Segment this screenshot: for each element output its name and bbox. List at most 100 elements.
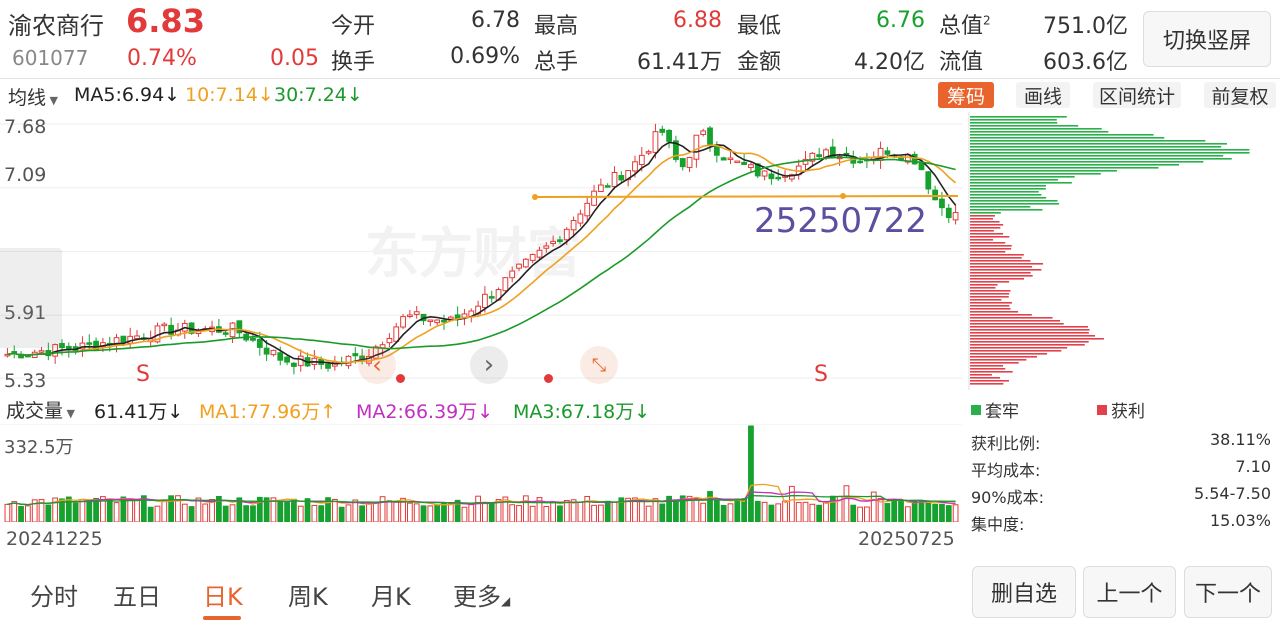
- amount-value: 4.20亿: [854, 50, 925, 75]
- tab-intraday[interactable]: 分时: [30, 583, 78, 611]
- ma-selector[interactable]: 均线 ▼: [8, 87, 58, 109]
- volume-bar: [666, 495, 672, 522]
- event-dot[interactable]: [396, 374, 405, 383]
- volume-bar: [127, 498, 134, 522]
- volume-bar: [154, 505, 161, 522]
- chip-bar: [970, 365, 1004, 367]
- sell-marker[interactable]: S: [136, 362, 150, 387]
- chip-bar: [970, 290, 1011, 292]
- volume-bar: [877, 497, 884, 522]
- volume-bar: [591, 504, 597, 522]
- volume-bar: [939, 503, 945, 522]
- remove-watchlist-button[interactable]: 删自选: [972, 566, 1076, 618]
- previous-stock-button[interactable]: 上一个: [1083, 566, 1176, 618]
- volume-bar: [632, 497, 638, 522]
- chip-bar: [970, 317, 1053, 319]
- volume-bar: [775, 503, 782, 522]
- chip-distribution-chart: [968, 112, 1250, 390]
- volume-bar: [24, 505, 31, 522]
- chip-distribution-button[interactable]: 筹码: [938, 82, 994, 108]
- next-stock-button[interactable]: 下一个: [1184, 566, 1272, 618]
- date-start: 20241225: [6, 528, 103, 550]
- candle: [618, 171, 625, 184]
- candle: [509, 266, 516, 283]
- volume-chart[interactable]: [0, 424, 962, 522]
- forward-adjust-button[interactable]: 前复权: [1204, 82, 1276, 108]
- chip-bar: [970, 236, 1010, 238]
- candle: [761, 170, 768, 181]
- candle: [522, 258, 529, 269]
- chip-bar: [970, 182, 1072, 184]
- volume-bar: [79, 499, 86, 522]
- volume-bar: [406, 502, 413, 522]
- chip-bar: [970, 125, 1079, 127]
- candle: [604, 183, 611, 188]
- volume-bar: [263, 497, 270, 522]
- chevron-left-icon[interactable]: ‹: [358, 346, 396, 384]
- candle: [434, 319, 441, 326]
- chip-bar: [970, 257, 1022, 259]
- switch-portrait-button[interactable]: 切换竖屏: [1143, 11, 1271, 67]
- chevron-right-icon[interactable]: ›: [470, 346, 508, 384]
- volume-bar: [516, 505, 522, 522]
- kline-chart[interactable]: 东方财富 25250722: [0, 112, 962, 390]
- volume-bar: [475, 495, 481, 522]
- candle: [611, 166, 618, 190]
- volume-bar: [113, 502, 120, 522]
- stat-row: 集中度: 15.03%: [971, 511, 1271, 534]
- range-stats-button[interactable]: 区间统计: [1093, 82, 1181, 108]
- tab-daily-k[interactable]: 日K: [203, 583, 243, 611]
- volume-bar: [65, 496, 72, 522]
- volume-bar: [864, 506, 870, 522]
- volume-bar: [168, 495, 175, 522]
- tab-weekly-k[interactable]: 周K: [288, 583, 328, 611]
- sell-marker-2[interactable]: S: [814, 362, 828, 387]
- volume-bar: [918, 500, 925, 522]
- volume-bar: [645, 505, 652, 522]
- chip-bar: [970, 380, 1009, 382]
- tab-five-day[interactable]: 五日: [113, 583, 161, 611]
- volume-bar: [529, 505, 536, 522]
- volume-bar: [911, 501, 918, 522]
- chip-bar: [970, 134, 1154, 136]
- chip-bar: [970, 152, 1250, 154]
- collapse-icon[interactable]: ⤡: [580, 346, 618, 384]
- candle: [393, 322, 400, 343]
- candle: [291, 361, 297, 375]
- volume-bar: [345, 504, 352, 522]
- volume-bar: [673, 499, 679, 522]
- support-line-handle-mid: [840, 193, 846, 199]
- ma5-line: [7, 141, 957, 365]
- volume-bar: [311, 504, 318, 522]
- volume-bar: [45, 504, 52, 522]
- volume-bar: [945, 505, 952, 522]
- candle: [488, 290, 495, 303]
- candle: [325, 362, 331, 372]
- volume-indicator-selector[interactable]: 成交量 ▼: [6, 400, 75, 422]
- price-tick-low: 5.33: [4, 370, 47, 392]
- stat-row: 获利比例: 38.11%: [971, 430, 1271, 453]
- tab-more[interactable]: 更多◢: [453, 583, 511, 611]
- volume-bar: [509, 504, 516, 522]
- chip-bar: [970, 122, 1058, 124]
- chip-bar: [970, 242, 1006, 244]
- draw-line-button[interactable]: 画线: [1016, 82, 1070, 108]
- scroll-handle[interactable]: [0, 248, 62, 348]
- float-cap-label: 流值: [939, 50, 984, 75]
- volume-bar: [522, 495, 529, 522]
- volume-bar: [270, 497, 277, 522]
- chart-annotation: 25250722: [754, 201, 927, 241]
- candle: [222, 330, 229, 338]
- chip-bar: [970, 161, 1204, 163]
- candle: [679, 157, 686, 171]
- candle: [775, 169, 782, 182]
- volume-bar: [570, 499, 577, 522]
- volume-bar: [413, 503, 420, 522]
- tab-monthly-k[interactable]: 月K: [371, 583, 411, 611]
- candle: [256, 331, 263, 356]
- event-dot[interactable]: [544, 374, 553, 383]
- volume-bar: [782, 500, 788, 522]
- chip-bar: [970, 119, 1057, 121]
- chip-bar: [970, 203, 1060, 205]
- chip-bar: [970, 350, 1062, 352]
